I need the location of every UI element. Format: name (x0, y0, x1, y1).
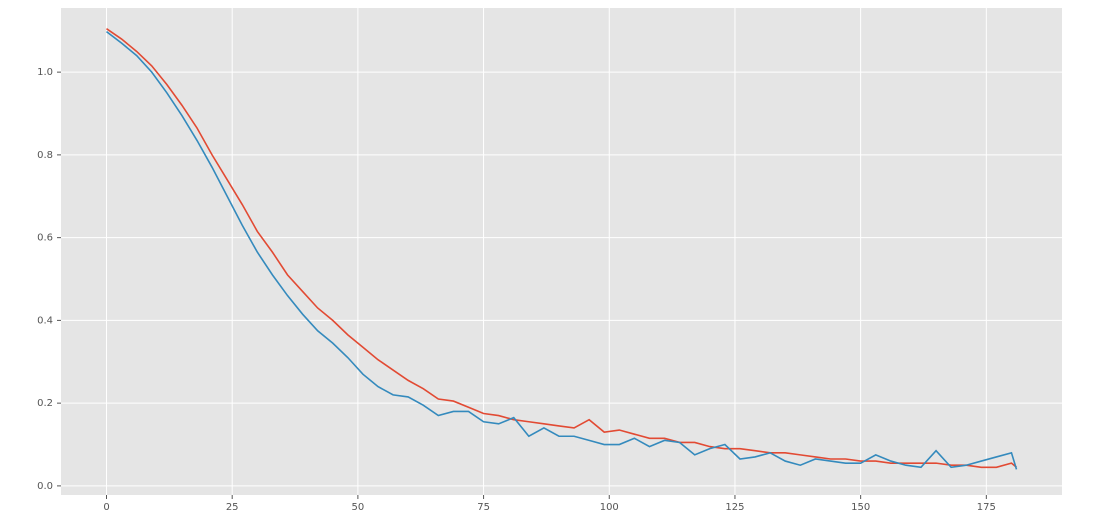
y-tick-label: 0.4 (37, 315, 53, 326)
x-tick-label: 175 (977, 502, 996, 513)
x-tick-label: 50 (352, 502, 365, 513)
y-tick-label: 0.2 (37, 398, 53, 409)
series-line (106, 28, 1018, 469)
x-tick-label: 100 (600, 502, 619, 513)
x-tick-label: 75 (477, 502, 490, 513)
x-tick-label: 150 (851, 502, 870, 513)
series-line (106, 30, 1018, 470)
plot-area (61, 8, 1062, 495)
x-tick-label: 125 (725, 502, 744, 513)
y-tick-label: 0.8 (37, 150, 53, 161)
x-tick-label: 25 (226, 502, 239, 513)
x-tick-label: 0 (103, 502, 109, 513)
y-tick-label: 1.0 (37, 67, 53, 78)
y-tick-label: 0.6 (37, 233, 53, 244)
y-tick-label: 0.0 (37, 481, 53, 492)
